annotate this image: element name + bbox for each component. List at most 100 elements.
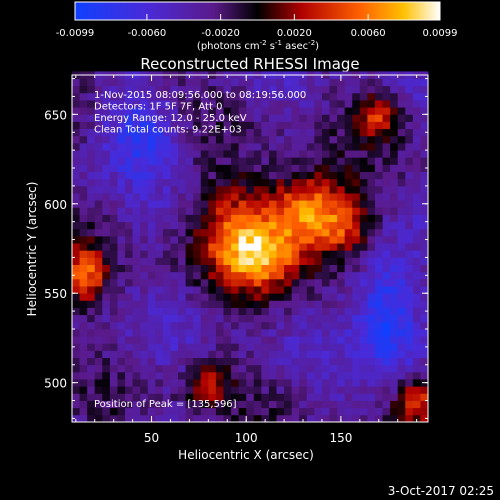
heatmap-cell: [359, 185, 368, 194]
heatmap-cell: [215, 157, 224, 165]
heatmap-cell: [208, 107, 217, 115]
heatmap-cell: [79, 343, 88, 351]
heatmap-cell: [291, 400, 300, 409]
heatmap-cell: [397, 350, 406, 358]
heatmap-cell: [132, 150, 141, 158]
heatmap-cell: [185, 286, 194, 294]
heatmap-cell: [238, 164, 247, 172]
heatmap-cell: [382, 114, 391, 122]
heatmap-cell: [253, 78, 262, 87]
heatmap-cell: [162, 157, 171, 165]
heatmap-cell: [405, 343, 414, 351]
heatmap-cell: [276, 350, 285, 358]
heatmap-cell: [321, 157, 330, 165]
heatmap-cell: [352, 207, 361, 215]
heatmap-cell: [140, 414, 149, 423]
heatmap-cell: [117, 307, 126, 316]
heatmap-cell: [261, 178, 270, 187]
heatmap-cell: [140, 328, 149, 337]
heatmap-cell: [299, 286, 308, 294]
heatmap-cell: [405, 250, 414, 258]
heatmap-cell: [314, 271, 323, 280]
heatmap-cell: [117, 343, 126, 351]
heatmap-cell: [109, 343, 118, 351]
heatmap-cell: [390, 300, 399, 308]
heatmap-cell: [359, 193, 368, 201]
heatmap-cell: [268, 185, 277, 194]
heatmap-cell: [321, 85, 330, 94]
heatmap-cell: [268, 271, 277, 280]
heatmap-cell: [132, 200, 141, 208]
heatmap-cell: [125, 393, 133, 401]
heatmap-cell: [412, 400, 421, 409]
heatmap-cell: [193, 393, 202, 401]
heatmap-cell: [253, 243, 262, 251]
heatmap-cell: [72, 414, 80, 423]
heatmap-cell: [268, 200, 277, 208]
heatmap-cell: [412, 228, 421, 237]
heatmap-cell: [329, 121, 338, 130]
heatmap-cell: [87, 386, 96, 394]
heatmap-cell: [170, 114, 179, 122]
heatmap-cell: [420, 307, 429, 316]
heatmap-cell: [359, 407, 368, 416]
heatmap-cell: [147, 193, 156, 201]
heatmap-cell: [109, 243, 118, 251]
heatmap-cell: [261, 400, 270, 409]
heatmap-cell: [117, 286, 126, 294]
heatmap-cell: [215, 142, 224, 151]
heatmap-cell: [132, 407, 141, 416]
heatmap-cell: [374, 100, 383, 108]
heatmap-cell: [367, 128, 376, 137]
heatmap-cell: [284, 85, 293, 94]
heatmap-cell: [87, 142, 96, 151]
heatmap-cell: [155, 293, 164, 301]
heatmap-cell: [367, 114, 376, 122]
heatmap-cell: [200, 343, 209, 351]
heatmap-cell: [215, 228, 224, 237]
heatmap-cell: [155, 200, 164, 208]
heatmap-cell: [140, 142, 149, 151]
heatmap-cell: [215, 78, 224, 87]
heatmap-cell: [337, 271, 346, 280]
heatmap-cell: [344, 135, 353, 144]
heatmap-cell: [268, 150, 277, 158]
heatmap-cell: [223, 336, 232, 344]
heatmap-cell: [170, 350, 179, 358]
info-line: Clean Total counts: 9.22E+03: [94, 125, 242, 136]
heatmap-cell: [321, 293, 330, 301]
heatmap-cell: [352, 164, 361, 172]
heatmap-cell: [314, 257, 323, 265]
heatmap-cell: [352, 293, 361, 301]
heatmap-cell: [390, 350, 399, 358]
heatmap-cell: [215, 121, 224, 130]
heatmap-cell: [276, 85, 285, 94]
heatmap-cell: [140, 286, 149, 294]
heatmap-cell: [382, 286, 391, 294]
heatmap-cell: [306, 142, 315, 151]
heatmap-cell: [352, 78, 361, 87]
heatmap-cell: [147, 271, 156, 280]
heatmap-cell: [306, 293, 315, 301]
heatmap-cell: [359, 235, 368, 244]
heatmap-cell: [170, 142, 179, 151]
heatmap-cell: [268, 393, 277, 401]
heatmap-cell: [238, 243, 247, 251]
heatmap-cell: [79, 135, 88, 144]
heatmap-cell: [231, 357, 240, 366]
heatmap-cell: [109, 185, 118, 194]
heatmap-cell: [321, 128, 330, 137]
heatmap-cell: [132, 193, 141, 201]
heatmap-cell: [117, 300, 126, 308]
heatmap-cell: [359, 371, 368, 380]
heatmap-cell: [359, 157, 368, 165]
heatmap-cell: [352, 271, 361, 280]
heatmap-cell: [390, 407, 399, 416]
heatmap-cell: [329, 307, 338, 316]
heatmap-cell: [147, 364, 156, 373]
heatmap-cell: [382, 78, 391, 87]
heatmap-cell: [223, 135, 232, 144]
heatmap-cell: [253, 114, 262, 122]
heatmap-cell: [200, 314, 209, 323]
heatmap-cell: [359, 314, 368, 323]
